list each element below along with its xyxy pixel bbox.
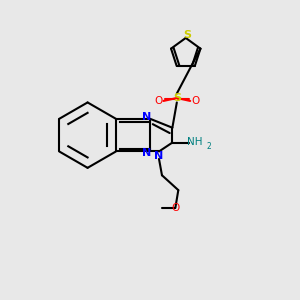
Text: N: N — [142, 148, 152, 158]
Text: O: O — [171, 203, 179, 213]
Text: 2: 2 — [206, 142, 211, 151]
Text: N: N — [154, 151, 164, 161]
Text: N: N — [142, 112, 152, 122]
Text: O: O — [154, 96, 162, 106]
Text: S: S — [183, 30, 191, 40]
Text: NH: NH — [187, 137, 203, 147]
Text: S: S — [173, 93, 181, 103]
Text: O: O — [191, 96, 200, 106]
